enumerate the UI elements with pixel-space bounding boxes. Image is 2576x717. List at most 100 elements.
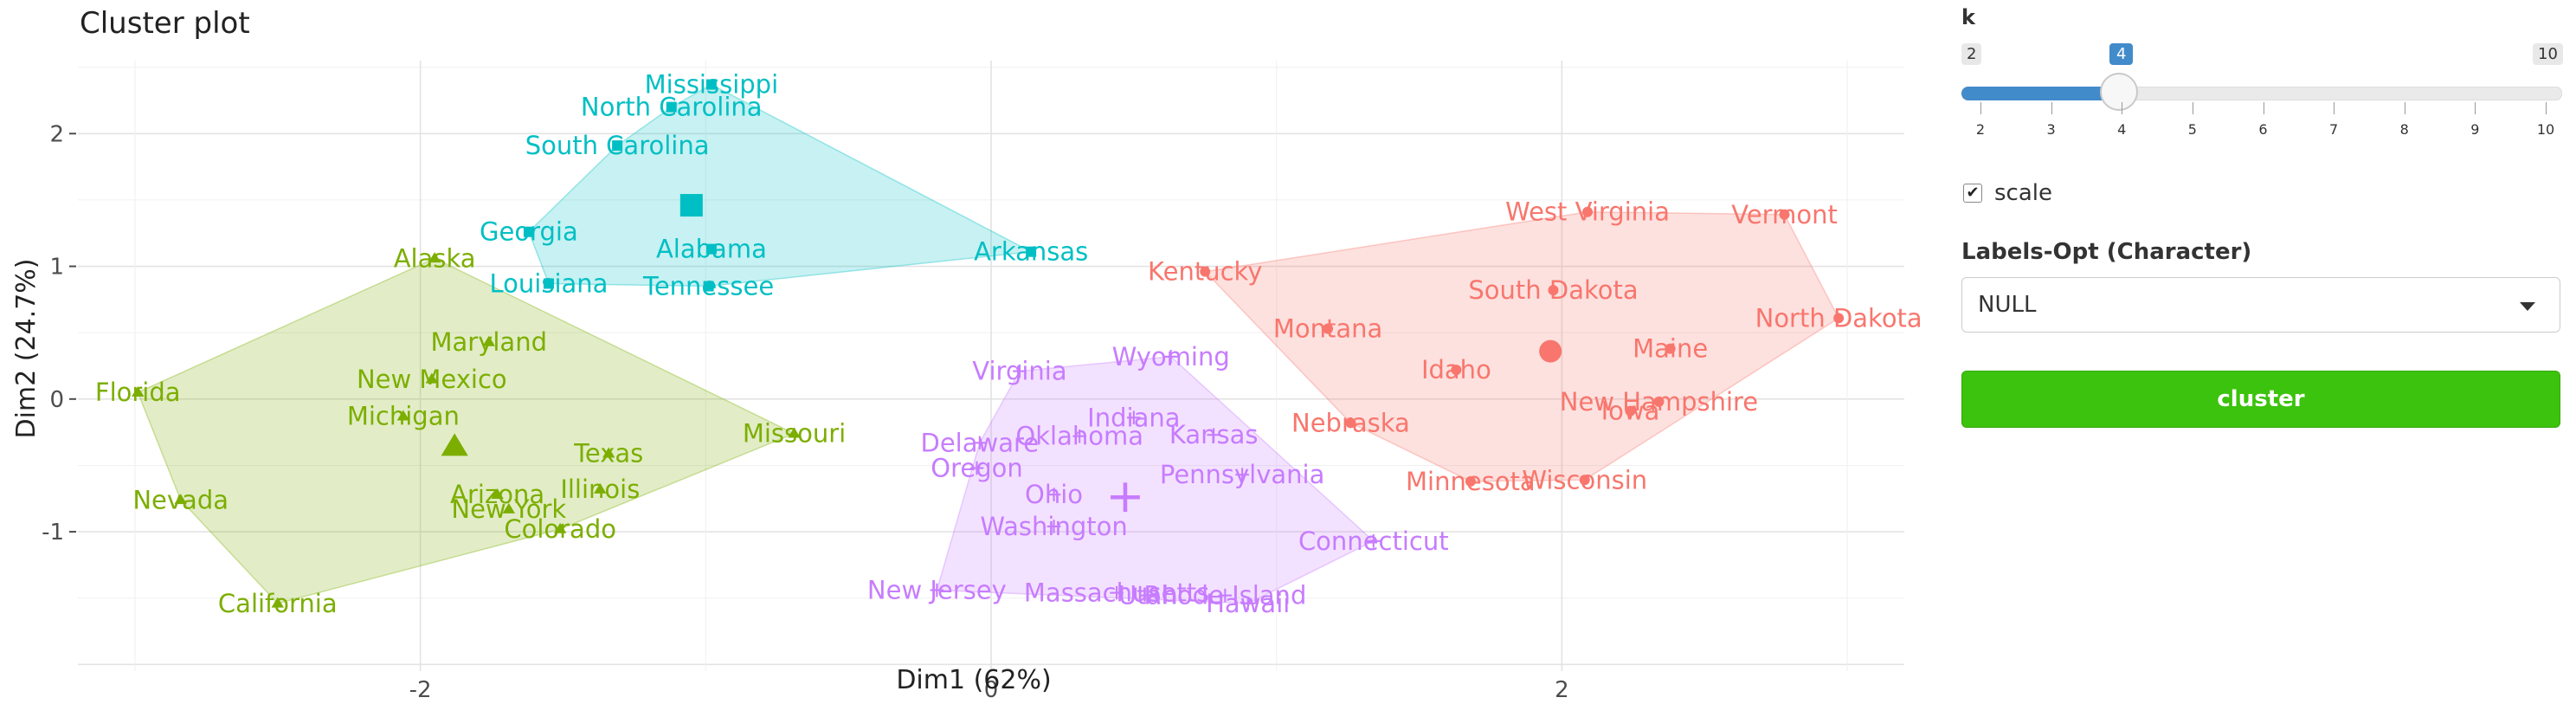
k-slider-handle[interactable] <box>2100 73 2138 111</box>
cluster-2-point-label: Florida <box>95 378 181 407</box>
cluster-4-point-label: Oregon <box>931 454 1022 483</box>
cluster-4-point-label: Oklahoma <box>1015 422 1143 451</box>
cluster-2-point-label: Arizona <box>450 480 544 509</box>
cluster-4-point <box>1127 410 1141 425</box>
labels-opt-select[interactable]: NULL <box>1961 277 2560 333</box>
cluster-4-point-label: Washington <box>980 512 1127 541</box>
cluster-2-point-label: Illinois <box>560 475 640 504</box>
cluster-4-point <box>1240 597 1255 610</box>
cluster-2-point-label: Alaska <box>394 243 476 273</box>
cluster-3-point-label: South Carolina <box>525 131 710 160</box>
cluster-1-point-label: Iowa <box>1601 397 1660 426</box>
cluster-1-point <box>1579 475 1590 486</box>
slider-tick-mark <box>2546 102 2547 114</box>
cluster-4-point <box>1141 588 1156 603</box>
cluster-2-point-label: New York <box>451 494 566 524</box>
cluster-2-point <box>428 252 441 263</box>
cluster-2-centroid <box>441 433 468 456</box>
y-tick-label: 1 <box>49 255 64 281</box>
cluster-4-point <box>1013 364 1027 378</box>
x-tick-label: 0 <box>984 677 999 703</box>
cluster-1-point <box>1451 365 1462 376</box>
labels-opt-title: Labels-Opt (Character) <box>1961 239 2252 265</box>
grid <box>78 61 1904 671</box>
cluster-4-point <box>969 461 984 475</box>
cluster-1-point <box>1665 343 1676 354</box>
cluster-1-hull <box>1203 210 1840 482</box>
cluster-3-point <box>705 79 717 90</box>
cluster-1-point-label: Montana <box>1273 314 1382 344</box>
cluster-3-point <box>666 101 677 113</box>
cluster-1-point <box>1200 266 1211 277</box>
cluster-1-point-label: West Virginia <box>1505 197 1670 227</box>
cluster-1-point-label: Minnesota <box>1406 467 1536 496</box>
cluster-1-point-label: New Hampshire <box>1560 387 1758 417</box>
cluster-3-point-label: Louisiana <box>490 268 609 298</box>
cluster-3-point-label: Georgia <box>480 217 578 247</box>
x-tick-label: -2 <box>409 677 432 703</box>
slider-tick-mark <box>2475 102 2476 114</box>
cluster-4-point-label: Rhode Island <box>1143 581 1306 610</box>
cluster-1-point-label: South Dakota <box>1468 275 1638 305</box>
cluster-4-point-label: Indiana <box>1087 403 1180 432</box>
cluster-1-point-label: Kentucky <box>1148 257 1262 287</box>
cluster-plot: Cluster plot -1 0 1 2 -2 0 2 Dim1 (62%) Dim2 (24.… <box>11 6 1922 703</box>
slider-tick-label: 5 <box>2187 121 2197 138</box>
slider-tick-label: 3 <box>2046 121 2056 138</box>
sidebar-controls: k 2 4 10 2 3 4 5 6 7 8 9 10 ✔ scale Labels-Opt (… <box>1961 0 2567 717</box>
cluster-4-point <box>1072 429 1087 443</box>
y-axis-label: Dim2 (24.7%) <box>11 259 42 439</box>
x-axis-label: Dim1 (62%) <box>896 665 1051 695</box>
cluster-4-point <box>1163 349 1178 364</box>
cluster-2-point <box>602 447 615 458</box>
cluster-3-point-label: Arkansas <box>974 237 1088 267</box>
cluster-2-point-label: Michigan <box>347 402 460 431</box>
cluster-1-point-label: Idaho <box>1421 355 1491 384</box>
cluster-4-point <box>1235 468 1249 481</box>
cluster-1-point <box>1779 209 1790 220</box>
cluster-2-point <box>502 502 516 514</box>
cluster-2-point <box>271 597 284 608</box>
cluster-4-point <box>1366 534 1381 548</box>
cluster-3-point <box>705 243 717 255</box>
slider-tick-label: 8 <box>2399 121 2409 138</box>
cluster-2-point-label: New Mexico <box>357 365 507 394</box>
cluster-button[interactable]: cluster <box>1961 371 2560 428</box>
scale-option[interactable]: ✔ scale <box>1963 180 2052 206</box>
cluster-1-point-label: North Dakota <box>1755 303 1922 333</box>
scale-checkbox[interactable]: ✔ <box>1963 184 1982 203</box>
k-current-value: 4 <box>2109 43 2134 65</box>
cluster-3-point <box>523 226 534 237</box>
k-min-label: 2 <box>1961 43 1982 65</box>
cluster-2-point <box>491 488 504 499</box>
y-tick-label: 0 <box>49 387 64 413</box>
cluster-2-point <box>594 482 607 494</box>
cluster-4-point <box>1110 585 1124 600</box>
cluster-1-centroid <box>1539 339 1562 363</box>
cluster-3-centroid <box>679 194 703 217</box>
cluster-2-point <box>425 372 439 384</box>
cluster-1-point-label: Nebraska <box>1291 408 1410 437</box>
slider-tick-label: 2 <box>1975 121 1986 138</box>
scale-label: scale <box>1994 180 2052 206</box>
cluster-4-point <box>1218 588 1233 603</box>
cluster-4-point-label: Wyoming <box>1112 342 1230 371</box>
slider-tick-label: 7 <box>2329 121 2339 138</box>
cluster-4-point-label: Kansas <box>1169 420 1259 449</box>
cluster-1-point-label: Maine <box>1633 334 1708 364</box>
cluster-3-point <box>1026 246 1037 257</box>
chart-title: Cluster plot <box>80 6 250 41</box>
y-tick-label: 2 <box>49 121 64 147</box>
cluster-4-point-label: Hawaii <box>1206 589 1290 618</box>
cluster-2-point-label: Missouri <box>743 419 846 449</box>
cluster-4-point <box>930 583 944 598</box>
cluster-1-point <box>1833 313 1845 324</box>
cluster-3-point-label: Mississippi <box>645 70 779 100</box>
cluster-3-hull <box>528 83 1034 287</box>
cluster-3-point <box>543 278 554 289</box>
cluster-2-point-label: Nevada <box>132 485 229 514</box>
cluster-3-point-label: Alabama <box>656 235 767 264</box>
cluster-4-point-label: Virginia <box>972 357 1066 386</box>
cluster-4-point <box>973 436 987 450</box>
x-tick-label: 2 <box>1555 677 1569 703</box>
